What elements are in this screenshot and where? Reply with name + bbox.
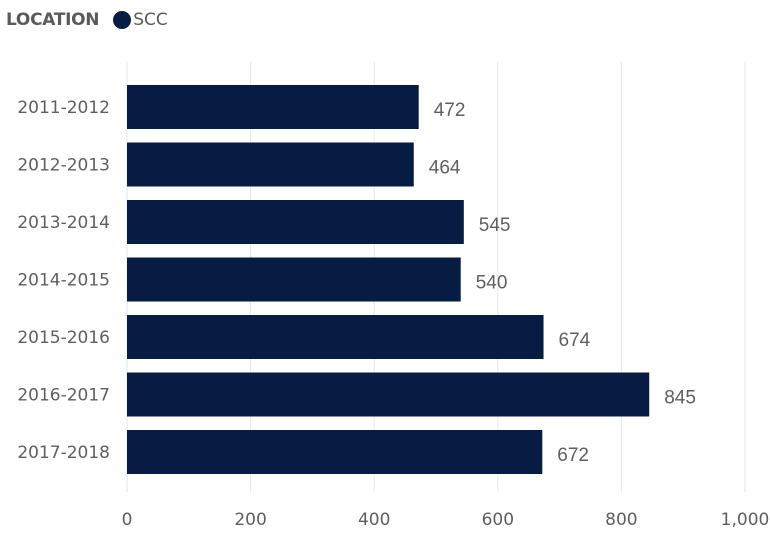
legend-label-scc[interactable]: SCC — [133, 10, 168, 30]
category-label: 2014-2015 — [17, 271, 110, 291]
data-label: 540 — [476, 273, 508, 294]
data-label: 672 — [557, 445, 589, 466]
bar-2015-2016[interactable] — [127, 315, 544, 359]
category-label: 2017-2018 — [17, 443, 110, 463]
data-label: 845 — [664, 388, 696, 409]
category-label: 2015-2016 — [17, 328, 110, 348]
bar-2017-2018[interactable] — [127, 430, 543, 474]
data-labels: 472 464 545 540 674 845 672 — [429, 100, 696, 466]
legend: LOCATION SCC — [6, 6, 168, 34]
x-tick-label: 1,000 — [721, 510, 770, 530]
category-label: 2011-2012 — [17, 98, 110, 118]
bar-2016-2017[interactable] — [127, 372, 650, 417]
x-tick-label: 200 — [234, 510, 266, 530]
data-label: 464 — [429, 158, 461, 179]
data-label: 472 — [434, 100, 466, 121]
category-axis: 2011-2012 2012-2013 2013-2014 2014-2015 2015… — [17, 98, 110, 463]
value-axis: 0 200 400 600 800 1,000 — [122, 510, 770, 530]
bars — [127, 85, 650, 474]
x-tick-label: 800 — [605, 510, 637, 530]
x-tick-label: 600 — [482, 510, 514, 530]
category-label: 2012-2013 — [17, 156, 110, 176]
legend-title: LOCATION — [6, 10, 100, 30]
category-label: 2013-2014 — [17, 213, 110, 233]
bar-2014-2015[interactable] — [127, 257, 461, 302]
x-tick-label: 0 — [122, 510, 133, 530]
bar-2011-2012[interactable] — [127, 85, 419, 129]
data-label: 545 — [479, 215, 511, 236]
data-label: 674 — [559, 330, 591, 351]
x-tick-label: 400 — [358, 510, 390, 530]
bar-2013-2014[interactable] — [127, 200, 464, 244]
category-label: 2016-2017 — [17, 386, 110, 406]
bar-2012-2013[interactable] — [127, 142, 414, 187]
legend-swatch-scc[interactable] — [113, 11, 132, 29]
